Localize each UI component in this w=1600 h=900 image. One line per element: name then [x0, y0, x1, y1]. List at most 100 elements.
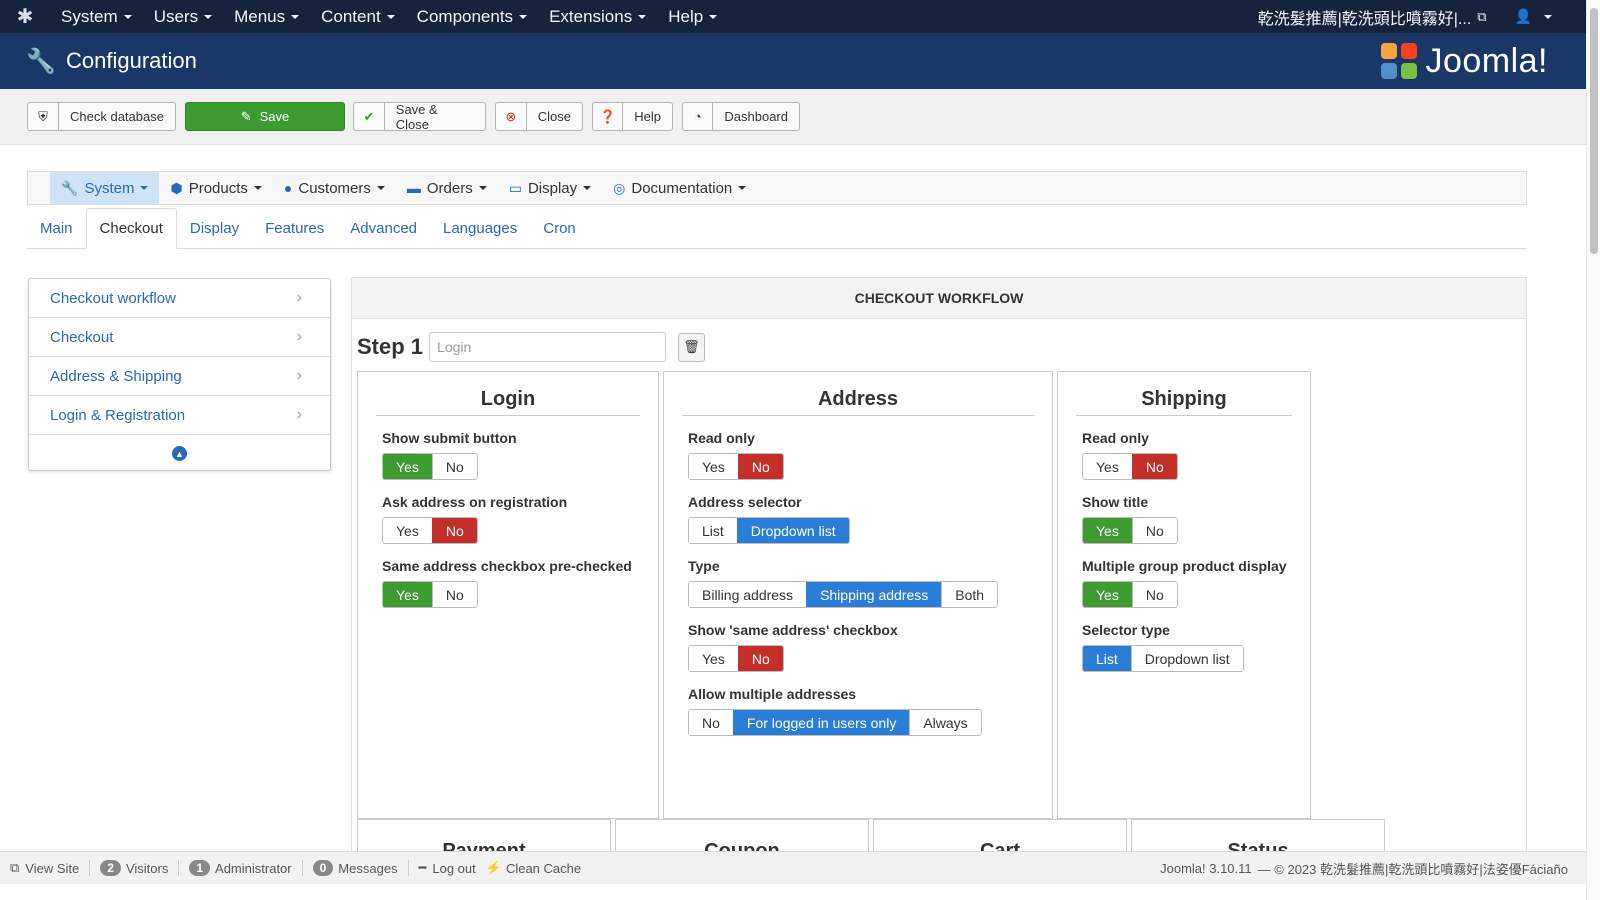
menu-content[interactable]: Content [310, 0, 406, 33]
save-button[interactable]: ✎ Save [185, 102, 345, 131]
menu-label: Extensions [549, 6, 633, 26]
cmenu-system[interactable]: 🔧 System [50, 172, 160, 204]
site-link[interactable]: 乾洗髮推薦|乾洗頭比噴霧好|... ⧉ [1258, 5, 1487, 29]
option-no[interactable]: No [689, 710, 733, 735]
tab-features[interactable]: Features [265, 219, 325, 237]
check-database-button[interactable]: ⛨ Check database [27, 102, 176, 131]
section-item-checkout[interactable]: Checkout › [29, 318, 330, 357]
option-both[interactable]: Both [941, 582, 998, 607]
cmenu-customers[interactable]: ● Customers [273, 172, 396, 204]
divider [301, 860, 303, 876]
radio-group: Yes No [688, 645, 784, 672]
field-label: Read only [1082, 430, 1149, 446]
close-button[interactable]: ⊗ Close [495, 102, 583, 131]
collapse-button[interactable]: ▲ [29, 435, 330, 472]
visitors-badge: 2 [100, 860, 121, 876]
chevron-right-icon: › [296, 406, 302, 423]
option-yes[interactable]: Yes [383, 582, 432, 607]
chevron-right-icon: › [296, 328, 302, 345]
credit-card-icon: ▬ [406, 180, 421, 196]
menu-users[interactable]: Users [143, 0, 223, 33]
option-no[interactable]: No [1131, 518, 1177, 543]
option-shipping-address[interactable]: Shipping address [806, 582, 942, 607]
tab-main[interactable]: Main [40, 219, 73, 237]
save-close-button[interactable]: ✔ Save & Close [353, 102, 486, 132]
option-yes[interactable]: Yes [383, 454, 432, 479]
option-yes[interactable]: Yes [689, 454, 738, 479]
option-no[interactable]: No [737, 646, 783, 671]
option-no[interactable]: No [431, 454, 477, 479]
visitors-link[interactable]: 2 Visitors [90, 860, 178, 876]
option-always[interactable]: Always [909, 710, 981, 735]
footer-label: Administrator [215, 860, 292, 876]
option-logged-in-only[interactable]: For logged in users only [732, 710, 910, 735]
cmenu-documentation[interactable]: ◎ Documentation [602, 172, 757, 204]
tab-display[interactable]: Display [189, 219, 240, 237]
menu-menus[interactable]: Menus [223, 0, 310, 33]
section-item-login-registration[interactable]: Login & Registration › [29, 396, 330, 435]
section-item-checkout-workflow[interactable]: Checkout workflow › [29, 279, 330, 318]
step-name-input[interactable] [429, 332, 667, 362]
cmenu-orders[interactable]: ▬ Orders [396, 172, 498, 204]
cmenu-products[interactable]: ⬢ Products [159, 172, 272, 204]
dashboard-button[interactable]: ◔ Dashboard [682, 102, 800, 131]
option-no[interactable]: No [1131, 582, 1177, 607]
option-dropdown-list[interactable]: Dropdown list [1130, 646, 1243, 671]
option-list[interactable]: List [1083, 646, 1131, 671]
scrollbar-thumb[interactable] [1590, 8, 1598, 254]
messages-link[interactable]: 0 Messages [303, 860, 408, 876]
clean-cache-link[interactable]: ⚡ Clean Cache [486, 860, 591, 876]
option-list[interactable]: List [689, 518, 737, 543]
option-yes[interactable]: Yes [1083, 518, 1132, 543]
option-billing-address[interactable]: Billing address [689, 582, 807, 607]
option-no[interactable]: No [431, 582, 477, 607]
box-title: Address [682, 372, 1034, 416]
option-yes[interactable]: Yes [1083, 454, 1132, 479]
option-yes[interactable]: Yes [689, 646, 738, 671]
view-site-link[interactable]: ⧉ View Site [0, 860, 89, 876]
radio-group: Yes No [382, 581, 478, 608]
help-button[interactable]: ❓ Help [592, 102, 673, 131]
copyright-text: — © 2023 乾洗髮推薦|乾洗頭比噴霧好|法姿優Fáciaño [1257, 862, 1568, 877]
menu-help[interactable]: Help [657, 0, 728, 33]
button-label: Help [634, 109, 661, 124]
field-selector-type: Selector type List Dropdown list [1082, 622, 1310, 672]
checkout-workflow-panel: CHECKOUT WORKFLOW Step 1 🗑 Login Show su… [351, 277, 1527, 857]
menu-components[interactable]: Components [406, 0, 538, 33]
option-yes[interactable]: Yes [1083, 582, 1132, 607]
menu-system[interactable]: System [50, 0, 143, 33]
chevron-up-icon: ▲ [172, 446, 187, 461]
toolbar: ⛨ Check database ✎ Save ✔ Save & Close ⊗ … [0, 89, 1586, 145]
tab-cron[interactable]: Cron [543, 219, 576, 237]
joomla-icon[interactable]: ✱ [16, 6, 34, 28]
option-no[interactable]: No [431, 518, 477, 543]
caret-down-icon [1544, 14, 1552, 19]
option-no[interactable]: No [737, 454, 783, 479]
menu-label: Users [153, 6, 199, 26]
page-title: Configuration [66, 48, 197, 73]
button-label: Save [259, 109, 290, 124]
cmenu-label: Display [527, 179, 578, 197]
tab-checkout[interactable]: Checkout [85, 208, 177, 249]
menu-extensions[interactable]: Extensions [538, 0, 657, 33]
option-yes[interactable]: Yes [383, 518, 432, 543]
menu-label: System [61, 6, 118, 26]
page-scrollbar[interactable] [1586, 0, 1600, 900]
trash-icon[interactable]: 🗑 [678, 332, 706, 362]
step-row: Step 1 🗑 [357, 332, 706, 362]
user-menu[interactable]: 👤 [1515, 8, 1552, 25]
logout-link[interactable]: ━ Log out [409, 860, 486, 876]
footer-copyright: Joomla! 3.10.11 — © 2023 乾洗髮推薦|乾洗頭比噴霧好|法… [1160, 852, 1568, 885]
cmenu-display[interactable]: ▭ Display [498, 172, 602, 204]
administrator-link[interactable]: 1 Administrator [179, 860, 301, 876]
option-dropdown-list[interactable]: Dropdown list [736, 518, 849, 543]
tab-languages[interactable]: Languages [443, 219, 518, 237]
option-no[interactable]: No [1131, 454, 1177, 479]
field-show-title: Show title Yes No [1082, 494, 1310, 544]
section-item-address-shipping[interactable]: Address & Shipping › [29, 357, 330, 396]
cmenu-label: Products [188, 179, 248, 197]
caret-down-icon [583, 186, 592, 190]
tab-advanced[interactable]: Advanced [350, 219, 417, 237]
top-navbar: ✱ System Users Menus Content Components … [0, 0, 1586, 33]
field-label: Show 'same address' checkbox [688, 622, 898, 638]
